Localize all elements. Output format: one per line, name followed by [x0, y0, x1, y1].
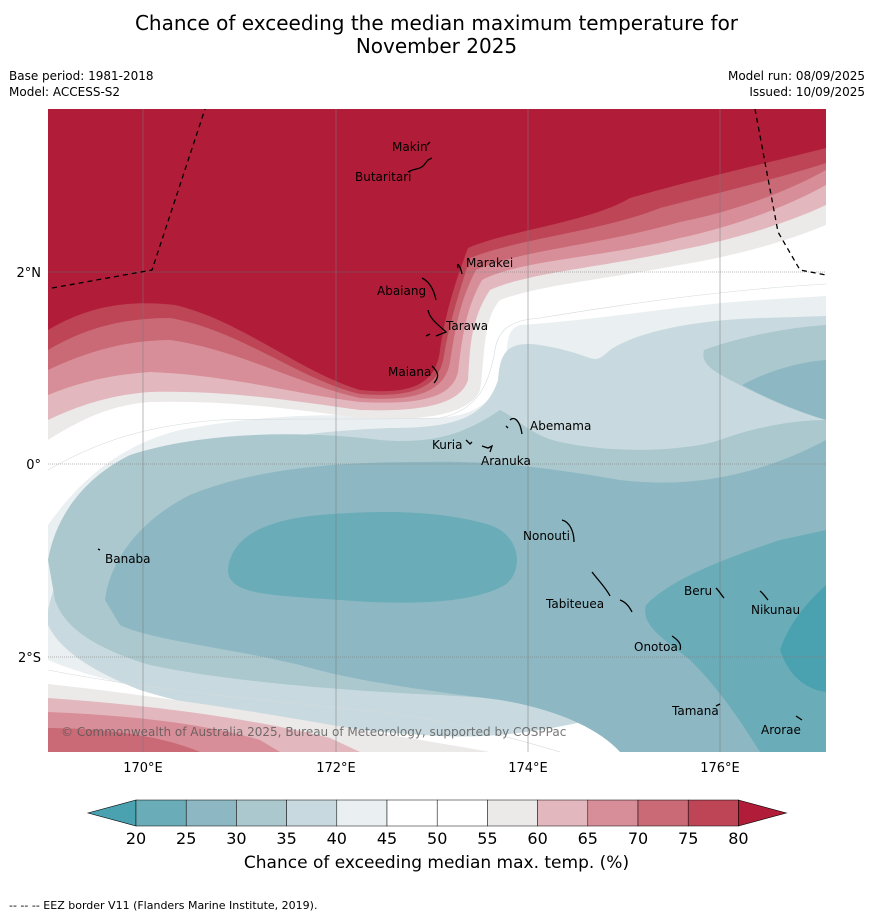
- place-label-onotoa: Onotoa: [634, 640, 678, 654]
- island-kuria: [465, 439, 473, 445]
- place-label-arorae: Arorae: [761, 723, 801, 737]
- island-banaba: [97, 548, 101, 551]
- place-label-kuria: Kuria: [432, 438, 463, 452]
- colorbar-swatch-65: [587, 799, 639, 827]
- colorbar-tick-40: 40: [327, 829, 347, 848]
- colorbar-swatch-20: [135, 799, 187, 827]
- contour-field: Makin Butaritari Marakei Abaiang Tarawa Maian…: [48, 109, 826, 752]
- colorbar-tick-35: 35: [276, 829, 296, 848]
- colorbar-tick-55: 55: [477, 829, 497, 848]
- contour-20-25: [228, 512, 517, 603]
- island-abaiang: [421, 277, 437, 301]
- place-label-tarawa: Tarawa: [445, 319, 488, 333]
- contour-20-25-east: [645, 530, 826, 752]
- contour-25-30-ne-inner: [742, 360, 826, 420]
- base-period: Base period: 1981-2018: [9, 69, 154, 83]
- title-line-2: November 2025: [355, 34, 518, 58]
- colorbar-tick-45: 45: [377, 829, 397, 848]
- copyright-notice: © Commonwealth of Australia 2025, Bureau…: [61, 725, 566, 739]
- colorbar-tick-65: 65: [578, 829, 598, 848]
- place-label-butaritari: Butaritari: [355, 170, 412, 184]
- colorbar-swatch-60: [537, 799, 589, 827]
- axis-labels: 2°N 0° 2°S 170°E 172°E 174°E 176°E: [17, 266, 740, 776]
- lat-label-2n: 2°N: [17, 266, 42, 281]
- island-nikunau: [759, 590, 769, 601]
- colorbar-swatch-35: [286, 799, 338, 827]
- colorbar-swatch-45: [386, 799, 438, 827]
- colorbar-tick-70: 70: [628, 829, 648, 848]
- lon-label-176e: 176°E: [700, 761, 740, 776]
- contour-north-above-80: [48, 109, 826, 392]
- island-tarawa: [425, 309, 448, 337]
- place-label-abaiang: Abaiang: [377, 284, 426, 298]
- contour-south-65-70: [48, 728, 200, 752]
- island-arorae: [795, 715, 803, 721]
- lon-label-172e: 172°E: [316, 761, 356, 776]
- place-label-nonouti: Nonouti: [523, 529, 570, 543]
- contour-line-50-south: [48, 669, 561, 752]
- island-makin: [426, 141, 431, 146]
- place-label-aranuka: Aranuka: [481, 454, 531, 468]
- place-labels: Makin Butaritari Marakei Abaiang Tarawa Maian…: [105, 140, 801, 737]
- place-label-tabiteuea: Tabiteuea: [545, 597, 604, 611]
- colorbar-high-extension: [738, 799, 788, 827]
- colorbar-swatch-75: [687, 799, 739, 827]
- island-onotoa: [671, 635, 682, 651]
- lat-label-2s: 2°S: [18, 651, 41, 666]
- colorbar-swatch-40: [336, 799, 388, 827]
- eez-border: [51, 109, 826, 289]
- island-maiana: [431, 365, 439, 384]
- colorbar-swatch-70: [637, 799, 689, 827]
- eez-footnote: -- -- -- EEZ border V11 (Flanders Marine…: [9, 899, 318, 912]
- place-label-marakei: Marakei: [466, 256, 513, 270]
- meta-left: Base period: 1981-2018 Model: ACCESS-S2: [9, 68, 154, 100]
- place-label-maiana: Maiana: [388, 365, 431, 379]
- model-name: Model: ACCESS-S2: [9, 85, 121, 99]
- colorbar-label: Chance of exceeding median max. temp. (%…: [243, 853, 630, 873]
- contour-line-50: [48, 283, 826, 471]
- island-butaritari: [407, 157, 433, 173]
- map-title: Chance of exceeding the median maximum t…: [0, 12, 873, 58]
- island-nonouti: [561, 519, 575, 543]
- place-label-abemama: Abemama: [530, 419, 591, 433]
- title-line-1: Chance of exceeding the median maximum t…: [134, 11, 739, 35]
- place-label-banaba: Banaba: [105, 552, 151, 566]
- colorbar-tick-60: 60: [527, 829, 547, 848]
- colorbar-tick-30: 30: [226, 829, 246, 848]
- lon-label-170e: 170°E: [123, 761, 163, 776]
- place-label-beru: Beru: [684, 584, 712, 598]
- model-run: Model run: 08/09/2025: [727, 69, 865, 83]
- island-beru: [715, 587, 725, 599]
- colorbar-tick-50: 50: [427, 829, 447, 848]
- issued-date: Issued: 10/09/2025: [749, 85, 865, 99]
- meta-right: Model run: 08/09/2025 Issued: 10/09/2025: [728, 68, 865, 100]
- colorbar-tick-25: 25: [176, 829, 196, 848]
- contour-below-20: [780, 585, 826, 692]
- colorbar-tick-80: 80: [728, 829, 748, 848]
- island-aranuka: [481, 444, 494, 453]
- colorbar-swatch-55: [487, 799, 538, 827]
- island-abemama: [505, 417, 523, 435]
- place-label-tamana: Tamana: [671, 704, 719, 718]
- colorbar: 20 25 30 35 40 45 50 55 60 65 70 75 80: [86, 799, 788, 848]
- island-marakei: [456, 263, 463, 275]
- lat-label-0: 0°: [26, 458, 41, 473]
- island-tamana: [715, 703, 721, 707]
- colorbar-tick-75: 75: [678, 829, 698, 848]
- colorbar-low-extension: [86, 799, 137, 827]
- island-tabiteuea: [591, 571, 633, 613]
- colorbar-swatch-30: [236, 799, 287, 827]
- graticule: [48, 109, 826, 752]
- lon-label-174e: 174°E: [508, 761, 548, 776]
- colorbar-swatch-50: [436, 799, 488, 827]
- place-label-nikunau: Nikunau: [751, 603, 800, 617]
- place-label-makin: Makin: [392, 140, 428, 154]
- colorbar-tick-20: 20: [126, 829, 146, 848]
- colorbar-swatch-25: [185, 799, 237, 827]
- islands: [97, 141, 803, 721]
